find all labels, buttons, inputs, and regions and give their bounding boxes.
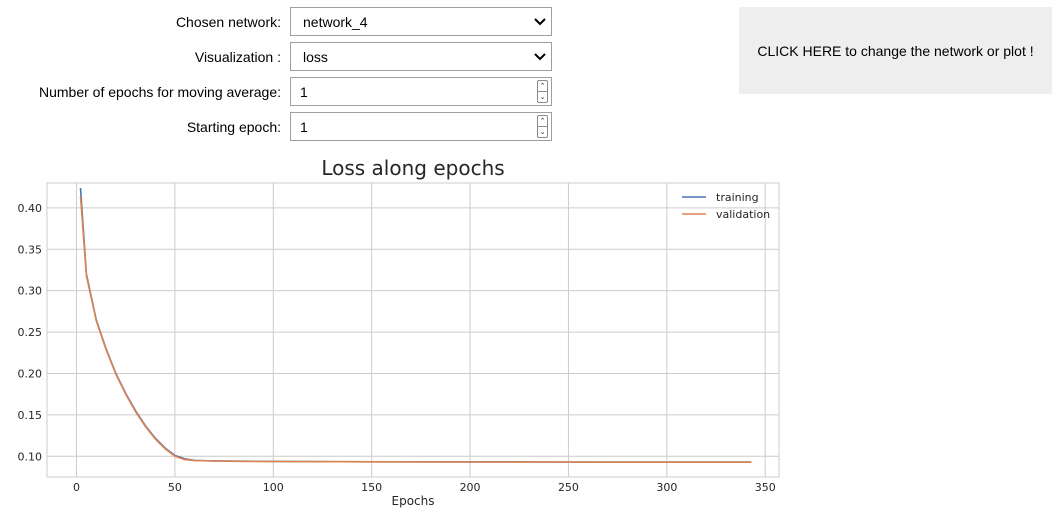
stepper-up-icon[interactable]: ⌃	[539, 117, 546, 125]
moving-average-input[interactable]: 1 ⌃ ⌄	[290, 77, 552, 106]
legend: training validation	[682, 191, 770, 221]
y-tick-label: 0.35	[18, 243, 43, 256]
visualization-label: Visualization :	[194, 49, 281, 65]
x-tick-label: 150	[361, 481, 382, 494]
grid	[47, 183, 779, 477]
network-select-value: network_4	[303, 13, 368, 30]
chevron-down-icon	[529, 8, 551, 35]
visualization-select[interactable]: loss	[290, 42, 552, 71]
moving-average-label: Number of epochs for moving average:	[38, 84, 281, 100]
stepper-down-icon[interactable]: ⌄	[538, 91, 547, 102]
starting-epoch-input[interactable]: 1 ⌃ ⌄	[290, 112, 552, 141]
x-tick-label: 100	[263, 481, 284, 494]
y-tick-label: 0.10	[18, 450, 43, 463]
chart-title: Loss along epochs	[321, 156, 504, 180]
visualization-select-value: loss	[303, 48, 328, 65]
x-tick-label: 250	[558, 481, 579, 494]
y-tick-label: 0.30	[18, 285, 43, 298]
change-network-button[interactable]: CLICK HERE to change the network or plot…	[739, 7, 1052, 94]
x-tick-label: 0	[73, 481, 80, 494]
moving-average-stepper[interactable]: ⌃ ⌄	[537, 80, 548, 103]
network-select[interactable]: network_4	[290, 7, 552, 36]
network-label: Chosen network:	[175, 14, 281, 30]
legend-label-validation: validation	[716, 208, 770, 221]
y-tick-label: 0.20	[18, 367, 43, 380]
chevron-down-icon	[529, 43, 551, 70]
x-tick-label: 300	[656, 481, 677, 494]
stepper-up-icon[interactable]: ⌃	[539, 82, 546, 90]
legend-label-training: training	[716, 191, 759, 204]
tick-labels: 0 50 100 150 200 250 300 350 0.10 0.15 0.20 0.25 0.3…	[18, 202, 776, 494]
x-tick-label: 200	[460, 481, 481, 494]
y-tick-label: 0.15	[18, 409, 43, 422]
stepper-down-icon[interactable]: ⌄	[538, 126, 547, 137]
series-lines	[79, 187, 752, 463]
x-tick-label: 50	[168, 481, 182, 494]
x-axis-label: Epochs	[392, 494, 435, 508]
x-tick-label: 350	[755, 481, 776, 494]
starting-epoch-label: Starting epoch:	[186, 119, 281, 135]
moving-average-value: 1	[300, 83, 308, 100]
y-tick-label: 0.25	[18, 326, 43, 339]
loss-chart: 0 50 100 150 200 250 300 350 0.10 0.15 0.20 0.25 0.3…	[18, 156, 780, 508]
y-tick-label: 0.40	[18, 202, 43, 215]
plot-area	[46, 182, 780, 478]
starting-epoch-value: 1	[300, 118, 308, 135]
series-line-validation	[79, 196, 752, 463]
starting-epoch-stepper[interactable]: ⌃ ⌄	[537, 115, 548, 138]
